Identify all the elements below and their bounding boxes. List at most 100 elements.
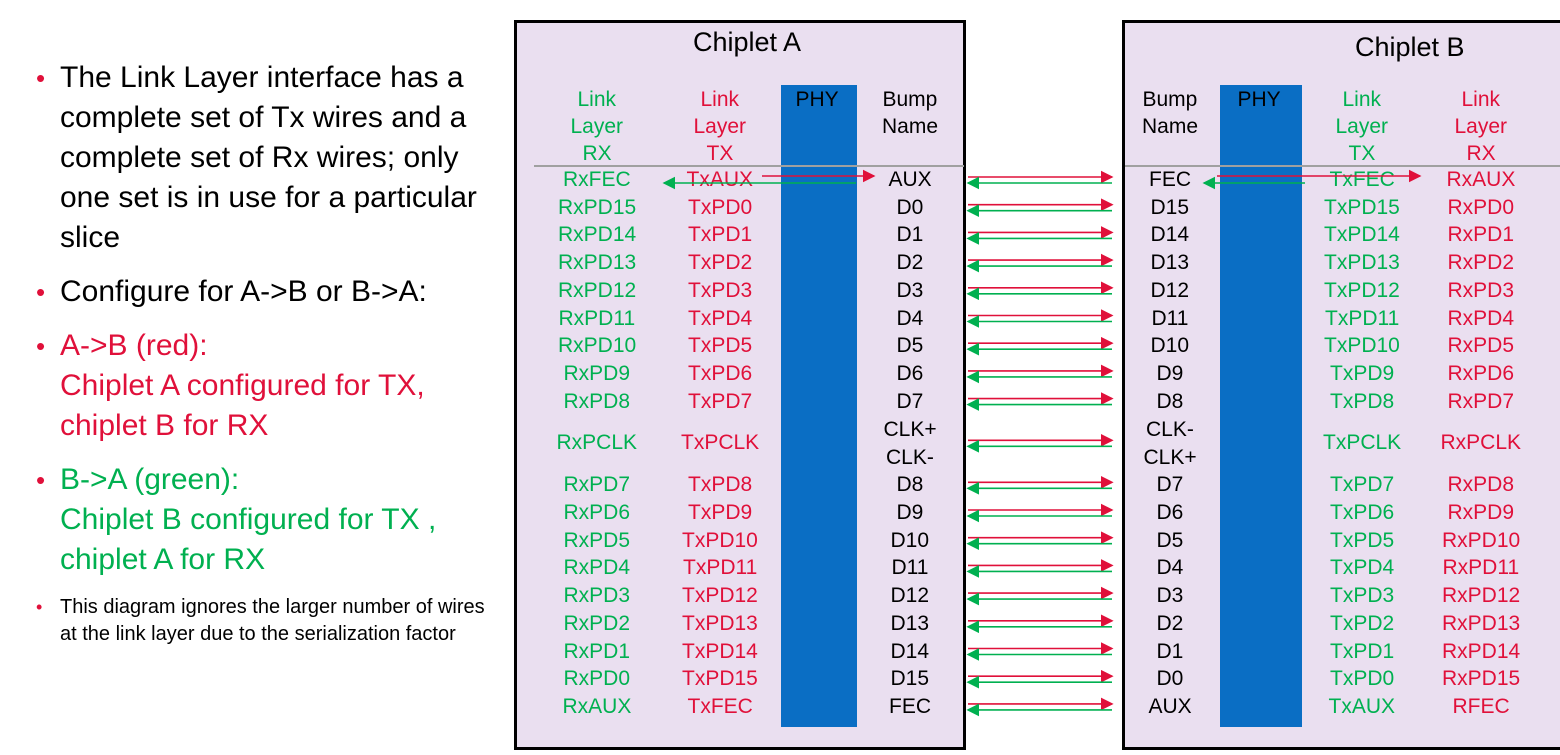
chiplet-a-tx-signal: TxPD4 [688,306,753,330]
chiplet-b-tx-signal: TxPD13 [1324,251,1400,275]
chiplet-b-tx-signal: TxPD12 [1324,278,1400,302]
chiplet-a-rx-signal: RxPD3 [563,584,631,608]
chiplet-b-rx-signal: RxAUX [1446,168,1516,191]
chiplet-a-header-link-layer-rx-line-2: RX [582,142,612,165]
chiplet-a-rx-signal: RxPD15 [558,195,637,219]
bullet-dot: • [36,465,46,495]
chiplet-a-rx-signal: RxPCLK [556,431,638,455]
chiplet-b-tx-signal: TxPD6 [1330,501,1395,524]
bullet-2: • Configure for A->B or B->A: [36,272,506,312]
bullet-5: • This diagram ignores the larger number… [36,594,506,648]
chiplet-a-tx-signal: TxFEC [687,694,753,718]
chiplet-a-rx-signal: RxPD13 [558,251,637,275]
chiplet-a-tx-signal: TxPD8 [688,473,753,497]
chiplet-a-bump-name: D0 [896,195,924,219]
chiplet-b-rx-signal: RxPD3 [1447,278,1515,302]
chiplet-b-rx-signal: RxPD4 [1447,306,1515,330]
chiplet-a-tx-signal: TxPD9 [688,501,753,524]
chiplet-b-bump-name: D13 [1150,251,1190,275]
chiplet-b-bump-name: D4 [1156,556,1184,580]
chiplet-b-tx-signal: TxPD15 [1324,195,1400,219]
chiplet-b-rx-signal: RxPD8 [1447,473,1515,497]
bullet-list: • The Link Layer interface has a complet… [36,58,506,648]
chiplet-a-bump-name: D4 [896,306,924,330]
chiplet-b-rx-signal: RxPD13 [1442,611,1521,635]
chiplet-a-header-link-layer-rx-line-1: Layer [570,115,624,138]
chiplet-a-rx-signal: RxPD6 [563,501,631,524]
chiplet-b-bump-name: D6 [1156,501,1184,524]
chiplet-b-rx-signal: RxPD10 [1442,528,1521,552]
chiplet-a-rx-signal: RxPD11 [558,306,636,330]
chiplet-a-bump-name: D3 [896,278,924,302]
chiplet-b-tx-signal: TxPD10 [1324,334,1400,358]
chiplet-a-header-link-layer-tx-line-0: Link [700,88,740,111]
bullet-dot: • [36,597,43,617]
chiplet-a-rx-signal: RxPD9 [563,361,631,385]
chiplet-b-header-link-layer-tx-line-1: Layer [1335,115,1389,138]
chiplet-b-bump-name: CLK+ [1143,446,1197,470]
chiplet-b-bump-name: D7 [1156,473,1184,497]
bullet-1-text: The Link Layer interface has a complete … [60,61,477,254]
chiplet-b-tx-signal: TxPCLK [1323,431,1402,455]
chiplet-b-bump-name: D8 [1156,389,1184,413]
chiplet-b-rx-signal: RxPD15 [1442,667,1521,691]
chiplet-a-tx-signal: TxPD1 [688,223,753,247]
chiplet-b-rx-signal: RxPD6 [1447,361,1515,385]
bullet-4-text: Chiplet B configured for TX , chiplet A … [60,503,437,576]
chiplet-b-box: Chiplet B Bump Name Link Layer TX Link Layer RX… [1122,20,1560,750]
chiplet-a-bump-name: D10 [890,528,930,552]
chiplet-b-bump-name: AUX [1148,694,1192,718]
chiplet-a-bump-name: CLK+ [883,418,937,442]
chiplet-b-bump-name: D11 [1151,306,1189,330]
chiplet-a-tx-signal: TxPD14 [682,639,758,663]
chiplet-a-bump-name: D2 [896,251,924,275]
bullet-3: • A->B (red): Chiplet A configured for T… [36,326,506,446]
chiplet-b-tx-signal: TxPD1 [1330,639,1395,663]
chiplet-b-bump-name: D0 [1156,667,1184,691]
chiplet-a-tx-signal: TxPD6 [688,361,753,385]
chiplet-a-header-bump-name-line-0: Bump [882,88,938,111]
chiplet-a-bump-name: D12 [890,584,930,608]
chiplet-b-header-link-layer-rx-line-1: Layer [1454,115,1508,138]
chiplet-a-bump-name: D9 [896,501,924,524]
chiplet-a-bump-name: D1 [896,223,924,247]
chiplet-b-tx-signal: TxPD11 [1325,306,1400,330]
chiplet-a-header-divider [534,165,964,167]
chiplet-b-bump-name: D3 [1156,584,1184,608]
chiplet-b-rx-signal: RxPD9 [1447,501,1515,524]
chiplet-a-rx-signal: RxPD0 [563,667,631,691]
chiplet-a-rx-signal: RxFEC [563,168,631,191]
chiplet-a-rx-signal: RxPD2 [563,611,631,635]
chiplet-b-tx-signal: TxPD3 [1330,584,1395,608]
chiplet-b-tx-signal: TxPD5 [1330,528,1395,552]
chiplet-a-tx-signal: TxPD3 [688,278,753,302]
chiplet-a-tx-signal: TxPCLK [681,431,760,455]
bullet-1: • The Link Layer interface has a complet… [36,58,506,258]
chiplet-b-tx-signal: TxPD0 [1330,667,1395,691]
chiplet-b-header-divider [1125,165,1560,167]
chiplet-a-header-link-layer-tx-line-2: TX [706,142,734,165]
chiplet-a-rx-signal: RxPD7 [563,473,631,497]
chiplet-b-rx-signal: RxPD2 [1447,251,1515,275]
chiplet-a-tx-signal: TxPD10 [682,528,758,552]
chiplet-a-rx-signal: RxAUX [562,694,632,718]
chiplet-b-tx-signal: TxPD14 [1324,223,1400,247]
chiplet-b-rx-signal: RxPD5 [1447,334,1515,358]
chiplet-b-header-bump-name-line-0: Bump [1142,88,1198,111]
chiplet-b-header-link-layer-tx-line-2: TX [1348,142,1376,165]
chiplet-a-tx-signal: TxAUX [686,168,754,191]
chiplet-b-bump-name: D2 [1156,611,1184,635]
bullet-dot: • [36,277,46,307]
chiplet-a-box: Chiplet A Link Layer RX Link Layer TX Bump Name… [514,20,966,750]
chiplet-a-bump-name: AUX [888,168,932,191]
chiplet-b-tx-signal: TxPD9 [1330,361,1395,385]
chiplet-b-title: Chiplet B [1355,32,1465,62]
chiplet-a-tx-signal: TxPD7 [688,389,753,413]
bullet-dot: • [36,63,46,93]
chiplet-a-bump-name: CLK- [886,446,934,470]
chiplet-a-bump-name: D13 [890,611,930,635]
chiplet-a-rx-signal: RxPD1 [563,639,631,663]
chiplet-b-bump-name: CLK- [1146,418,1194,442]
bullet-4-title: B->A (green): [60,463,240,496]
chiplet-b-rx-signal: RFEC [1452,694,1510,718]
